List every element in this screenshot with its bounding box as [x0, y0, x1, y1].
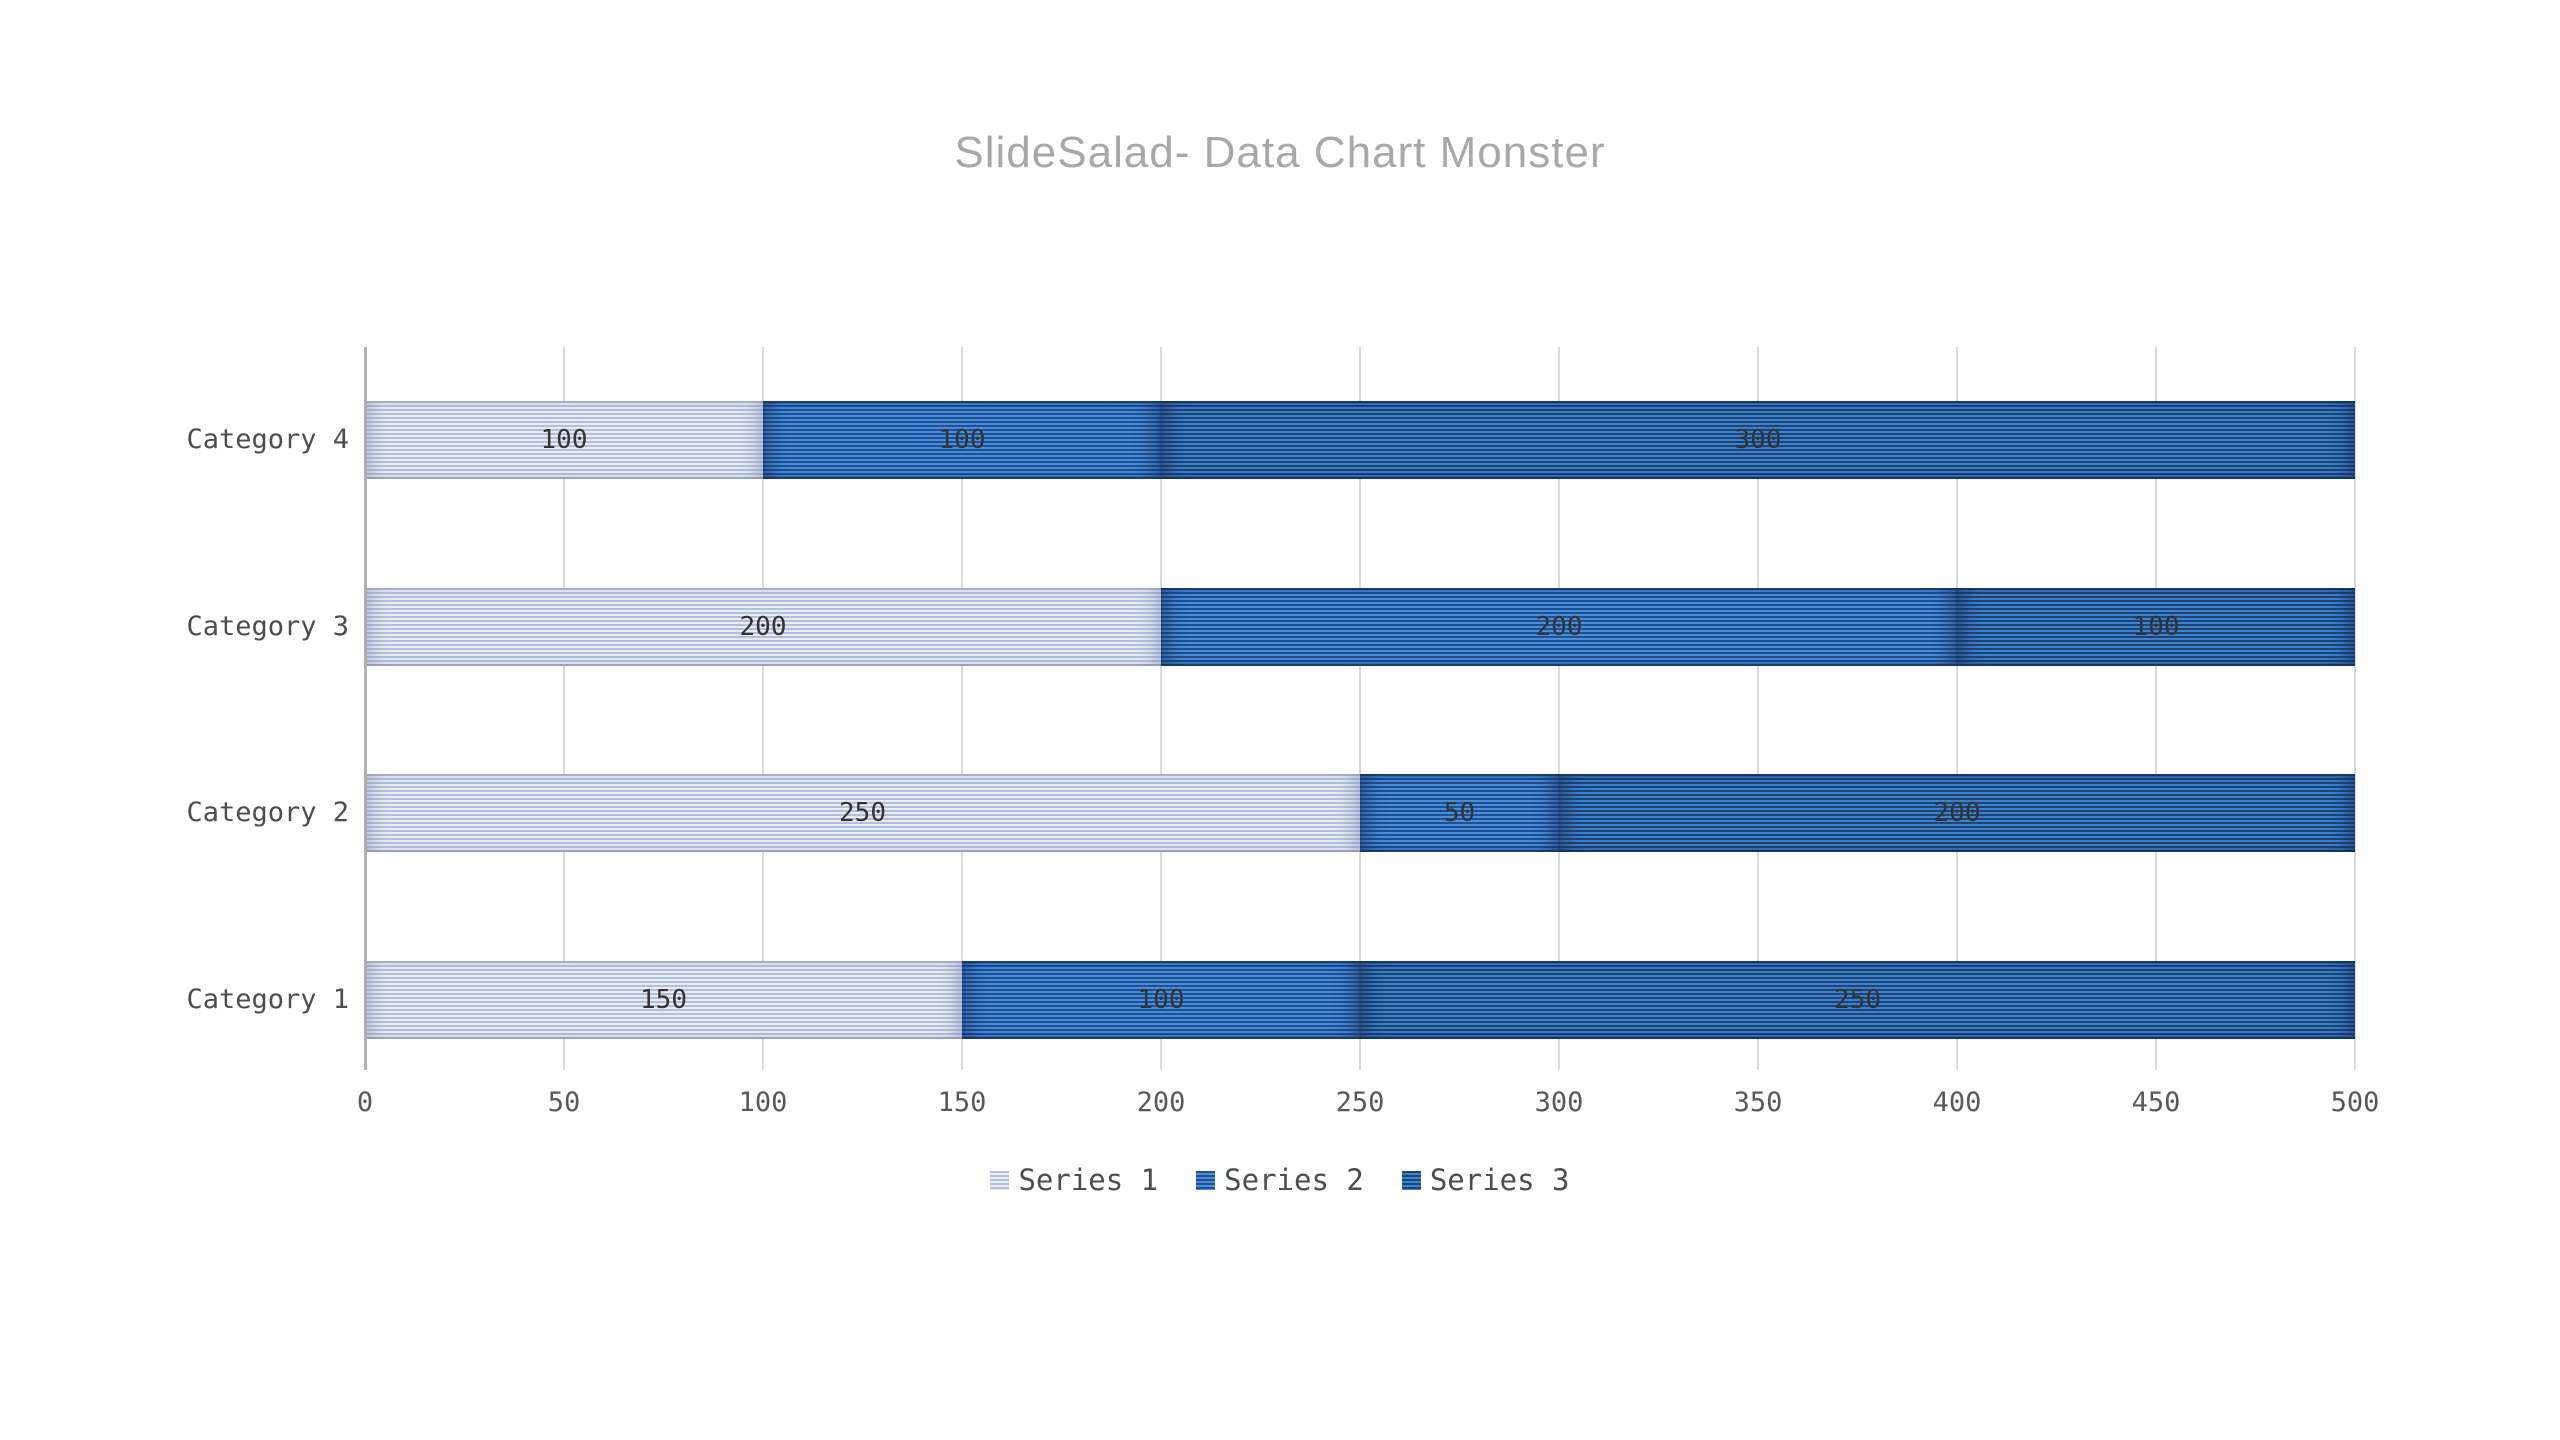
x-tick-label: 300	[1534, 1087, 1584, 1118]
gridline	[2354, 347, 2356, 1070]
value-label: 200	[739, 611, 787, 642]
x-tick-label: 250	[1335, 1087, 1385, 1118]
gridline	[2155, 347, 2157, 1070]
x-tick-label: 100	[738, 1087, 788, 1118]
gridline	[1757, 347, 1759, 1070]
x-tick-label: 500	[2330, 1087, 2380, 1118]
x-tick-label: 400	[1932, 1087, 1982, 1118]
bar-segment-series-1: 200	[365, 587, 1161, 666]
value-label: 100	[938, 425, 986, 455]
value-label: 250	[839, 798, 886, 828]
bar-segment-series-3: 200	[1559, 774, 2355, 852]
gridline	[1558, 347, 1560, 1070]
legend-swatch-icon	[990, 1170, 1010, 1190]
legend-item-series-2: Series 2	[1196, 1163, 1364, 1197]
legend-swatch-icon	[1196, 1170, 1216, 1190]
plot-area: 0 50 100 150 200 250 300 350 400 450 500 Category 4…	[186, 347, 2379, 1118]
category-label-category-4: Category 4	[186, 424, 349, 455]
value-label: 250	[1834, 984, 1881, 1015]
value-label: 300	[1734, 425, 1782, 455]
gridline	[1359, 347, 1361, 1070]
chart-title: SlideSalad- Data Chart Monster	[954, 128, 1606, 177]
value-label: 200	[1535, 611, 1583, 642]
category-label-category-3: Category 3	[186, 610, 349, 642]
y-axis-line	[364, 347, 367, 1070]
bar-row-category-1: 150 100 250	[365, 960, 2355, 1039]
value-label: 50	[1443, 798, 1476, 828]
gridline	[1956, 347, 1958, 1070]
bar-segment-series-1: 150	[365, 960, 962, 1039]
x-tick-label: 0	[356, 1087, 374, 1118]
value-label: 150	[640, 984, 687, 1015]
bar-segment-series-2: 200	[1161, 587, 1957, 666]
gridline	[1160, 347, 1162, 1070]
bar-segment-series-3: 250	[1360, 960, 2355, 1039]
bar-segment-series-1: 100	[365, 401, 763, 479]
value-label: 100	[540, 425, 588, 455]
category-label-category-2: Category 2	[186, 797, 349, 828]
x-tick-label: 200	[1136, 1087, 1186, 1118]
legend-label: Series 1	[1018, 1163, 1159, 1197]
x-tick-label: 350	[1733, 1087, 1783, 1118]
gridline	[563, 347, 565, 1070]
bar-segment-series-3: 300	[1161, 401, 2355, 479]
bar-segment-series-1: 250	[365, 774, 1360, 852]
legend-item-series-3: Series 3	[1401, 1163, 1570, 1197]
gridline	[762, 347, 764, 1070]
category-label-category-1: Category 1	[186, 983, 349, 1015]
value-label: 200	[1933, 798, 1981, 828]
bar-segment-series-2: 100	[763, 401, 1161, 479]
legend: Series 1 Series 2 Series 3	[0, 1163, 2560, 1197]
x-tick-label: 450	[2131, 1087, 2181, 1118]
bar-segment-series-2: 50	[1360, 774, 1559, 852]
bar-row-category-2: 250 50 200	[365, 774, 2355, 852]
bar-segment-series-2: 100	[962, 960, 1360, 1039]
bar-row-category-3: 200 200 100	[365, 587, 2355, 666]
legend-label: Series 2	[1224, 1163, 1364, 1197]
gridline	[961, 347, 963, 1070]
value-label: 100	[1137, 984, 1185, 1015]
legend-swatch-icon	[1401, 1170, 1421, 1190]
legend-item-series-1: Series 1	[990, 1163, 1158, 1197]
value-label: 100	[2132, 611, 2180, 642]
bar-segment-series-3: 100	[1957, 587, 2355, 666]
bar-row-category-4: 100 100 300	[365, 401, 2355, 479]
x-tick-label: 50	[547, 1087, 581, 1118]
legend-label: Series 3	[1429, 1163, 1570, 1197]
x-tick-label: 150	[937, 1087, 987, 1118]
